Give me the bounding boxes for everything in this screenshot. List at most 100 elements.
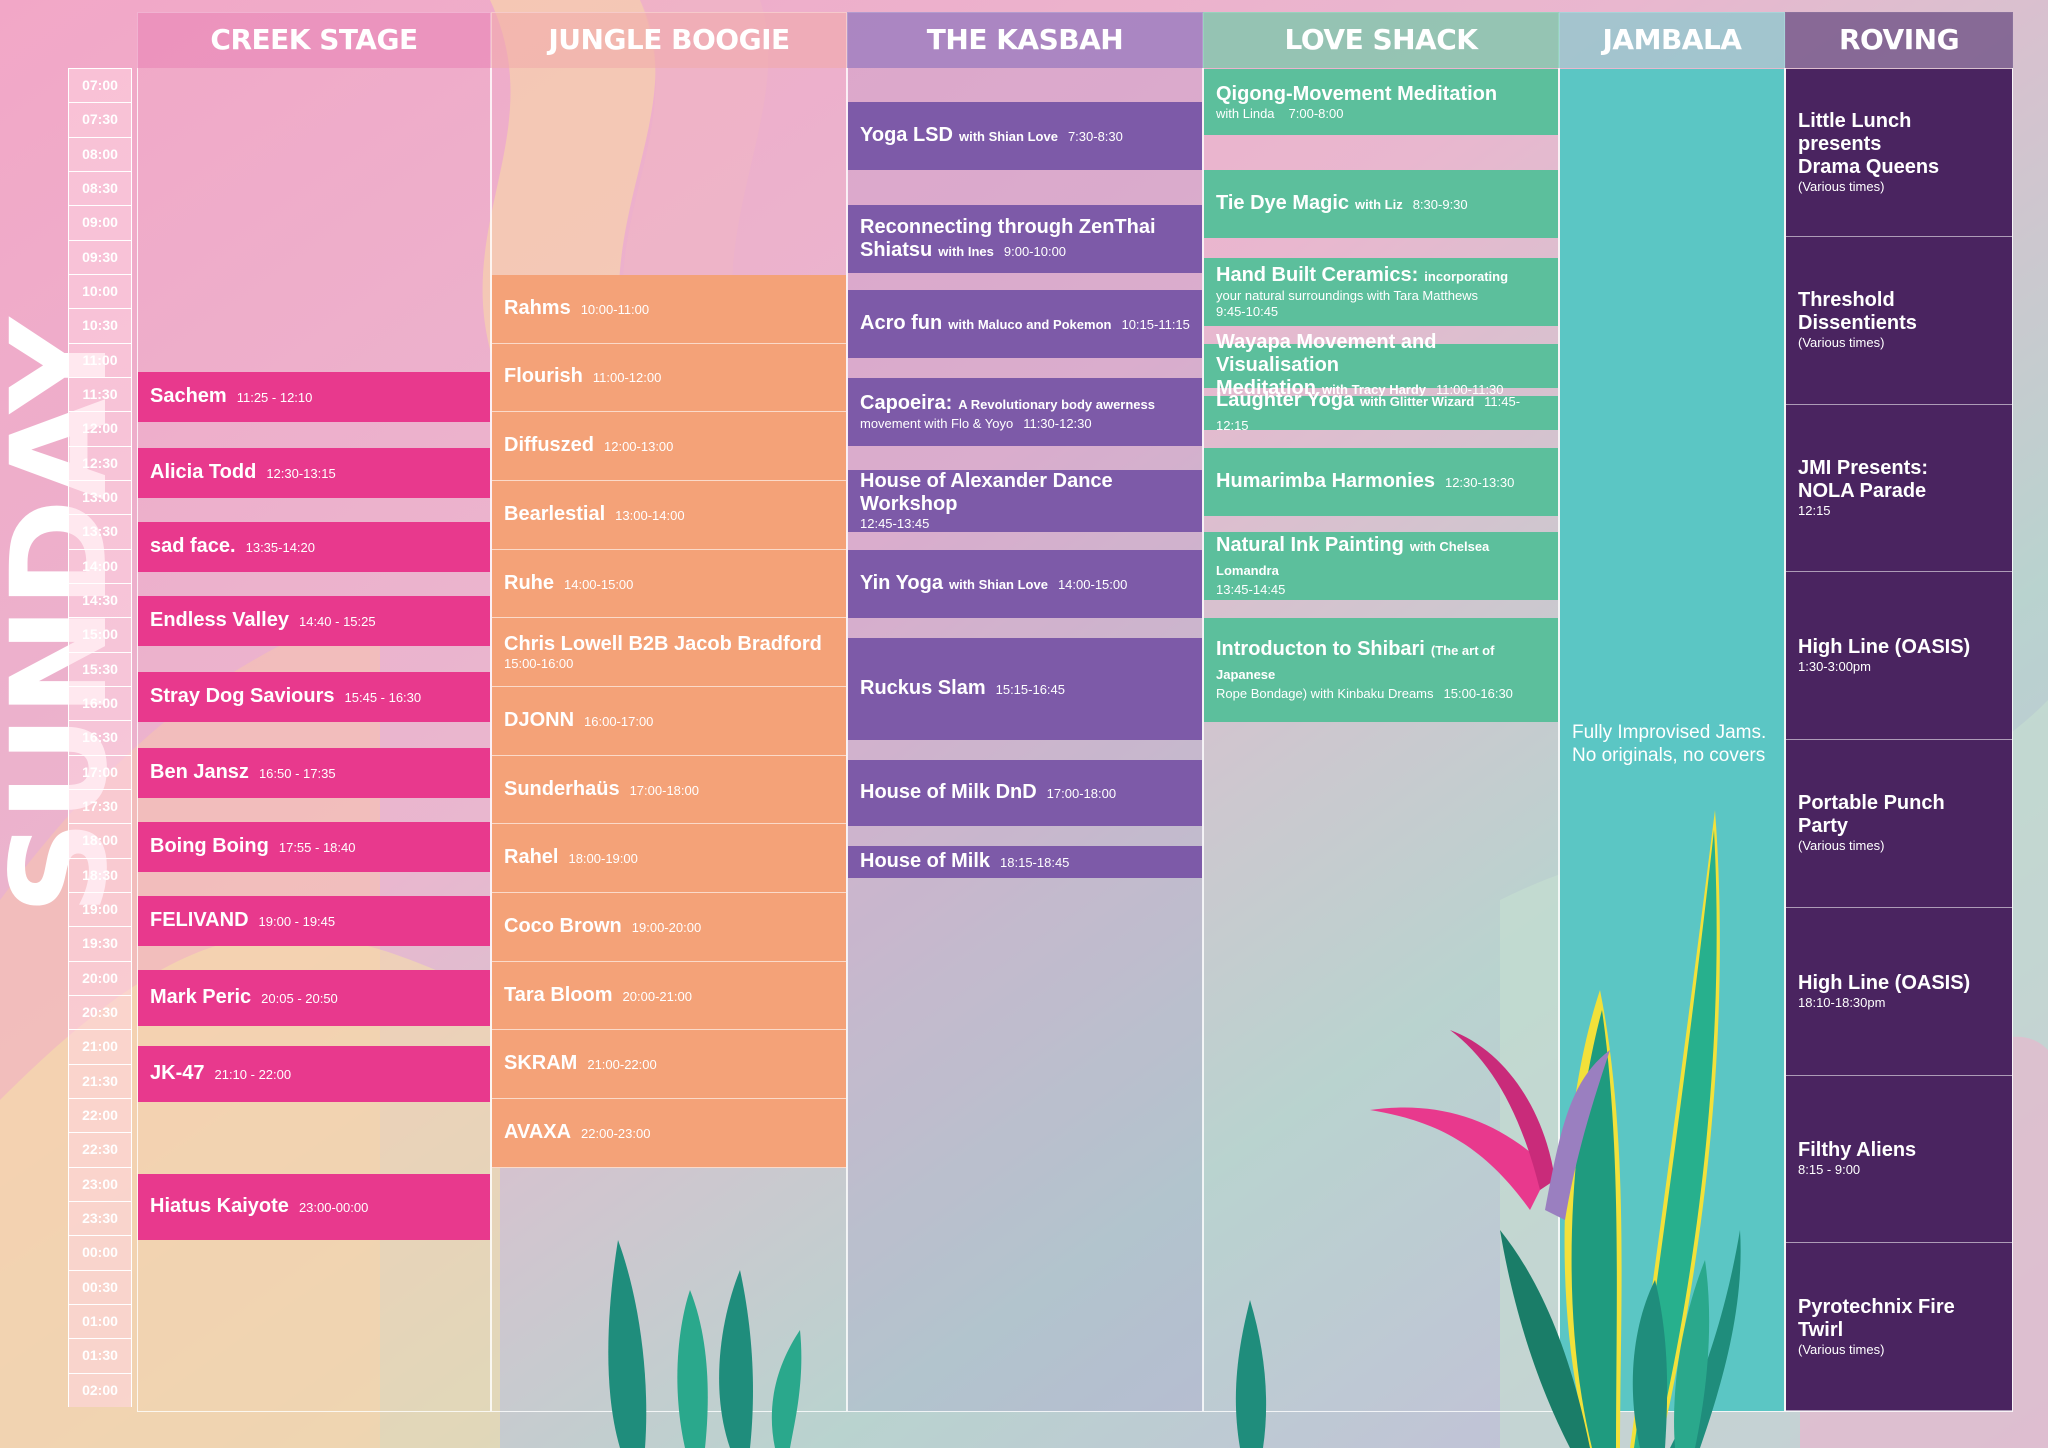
jungle-event[interactable]: Flourish 11:00-12:00 — [492, 343, 846, 413]
roving-event[interactable]: JMI Presents: NOLA Parade 12:15 — [1786, 404, 2012, 573]
event-name-2: Shiatsu — [860, 238, 933, 261]
kasbah-event[interactable]: House of Milk DnD 17:00-18:00 — [848, 760, 1202, 826]
time-label: 11:00 — [68, 342, 132, 377]
creek-event[interactable]: Sachem 11:25 - 12:10 — [138, 372, 490, 422]
event-with: with Shian Love — [948, 577, 1048, 592]
love-event[interactable]: Wayapa Movement and Visualisation Meditat… — [1204, 331, 1558, 399]
jungle-event[interactable]: Ruhe 14:00-15:00 — [492, 549, 846, 619]
event-line2: 13:45-14:45 — [1216, 582, 1546, 598]
event-time: 17:00-18:00 — [629, 782, 699, 798]
time-label: 17:00 — [68, 754, 132, 789]
jungle-event[interactable]: Chris Lowell B2B Jacob Bradford 15:00-16:… — [492, 618, 846, 687]
creek-event[interactable]: Endless Valley 14:40 - 15:25 — [138, 596, 490, 646]
jungle-event[interactable]: SKRAM 21:00-22:00 — [492, 1030, 846, 1100]
love-event[interactable]: Introducton to Shibari (The art of Japane… — [1204, 618, 1558, 722]
event-name: sad face. — [150, 535, 236, 557]
event-sub: (Various times) — [1798, 335, 1885, 351]
creek-event[interactable]: JK-47 21:10 - 22:00 — [138, 1046, 490, 1102]
love-event[interactable]: Tie Dye Magic with Liz 8:30-9:30 — [1204, 170, 1558, 238]
roving-event[interactable]: Little Lunch presents Drama Queens (Variou… — [1786, 69, 2012, 237]
creek-event[interactable]: sad face. 13:35-14:20 — [138, 522, 490, 572]
jungle-event[interactable]: Diffuszed 12:00-13:00 — [492, 412, 846, 481]
event-title-line: Shiatsu with Ines 9:00-10:00 — [860, 239, 1190, 263]
jungle-event[interactable]: Coco Brown 19:00-20:00 — [492, 893, 846, 962]
event-name: Rahel — [504, 846, 559, 869]
creek-event[interactable]: Ben Jansz 16:50 - 17:35 — [138, 748, 490, 798]
event-title-line: Boing Boing 17:55 - 18:40 — [150, 835, 478, 859]
plant-illustration-far — [1632, 1260, 1710, 1448]
event-time: 15:00-16:30 — [1443, 686, 1513, 701]
event-line2: your natural surroundings with Tara Matt… — [1216, 288, 1546, 304]
kasbah-event[interactable]: House of Milk 18:15-18:45 — [848, 846, 1202, 878]
jungle-event[interactable]: Sunderhaüs 17:00-18:00 — [492, 755, 846, 825]
kasbah-event[interactable]: Ruckus Slam 15:15-16:45 — [848, 638, 1202, 740]
creek-event[interactable]: Alicia Todd 12:30-13:15 — [138, 448, 490, 498]
time-label: 19:00 — [68, 891, 132, 927]
creek-event[interactable]: Mark Peric 20:05 - 20:50 — [138, 970, 490, 1026]
event-name: Sunderhaüs — [504, 777, 620, 800]
time-label: 14:00 — [68, 548, 132, 583]
event-name: AVAXA — [504, 1120, 572, 1143]
event-name: Portable Punch Party — [1798, 792, 1945, 838]
love-event[interactable]: Natural Ink Painting with Chelsea Lomandr… — [1204, 532, 1558, 600]
event-with: with Maluco and Pokemon — [948, 317, 1112, 332]
event-time: 19:00-20:00 — [631, 919, 702, 935]
time-label: 16:00 — [68, 685, 132, 721]
event-time: 7:00-8:00 — [1288, 105, 1344, 121]
love-event[interactable]: Hand Built Ceramics: incorporating your na… — [1204, 258, 1558, 326]
jungle-event[interactable]: Rahel 18:00-19:00 — [492, 824, 846, 894]
roving-event[interactable]: Filthy Aliens 8:15 - 9:00 — [1786, 1075, 2012, 1244]
time-label: 22:00 — [68, 1097, 132, 1133]
roving-event[interactable]: Threshold Dissentients (Various times) — [1786, 236, 2012, 405]
event-time: 16:50 - 17:35 — [258, 766, 336, 781]
time-label: 20:30 — [68, 994, 132, 1030]
jungle-event[interactable]: AVAXA 22:00-23:00 — [492, 1099, 846, 1168]
time-label: 16:30 — [68, 720, 132, 755]
creek-event[interactable]: Boing Boing 17:55 - 18:40 — [138, 822, 490, 872]
event-title-line: Diffuszed 12:00-13:00 — [504, 434, 834, 458]
event-time: 11:45-12:15 — [1216, 394, 1521, 433]
event-title-line: Yoga LSD with Shian Love 7:30-8:30 — [860, 124, 1190, 148]
event-name: Ben Jansz — [150, 761, 249, 783]
event-line2-text: movement with Flo & Yoyo — [860, 416, 1014, 431]
kasbah-event[interactable]: Reconnecting through ZenThai Shiatsu with … — [848, 205, 1202, 273]
time-label: 14:30 — [68, 582, 132, 618]
jungle-event[interactable]: DJONN 16:00-17:00 — [492, 687, 846, 756]
event-name: Boing Boing — [150, 835, 269, 857]
jungle-event[interactable]: Tara Bloom 20:00-21:00 — [492, 961, 846, 1031]
event-title-line: House of Milk 18:15-18:45 — [860, 850, 1190, 874]
event-time: 10:15-11:15 — [1121, 317, 1190, 332]
love-event[interactable]: Laughter Yoga with Glitter Wizard 11:45-12… — [1204, 389, 1558, 433]
jungle-event[interactable]: Bearlestial 13:00-14:00 — [492, 481, 846, 550]
creek-event[interactable]: FELIVAND 19:00 - 19:45 — [138, 896, 490, 946]
event-title-line: sad face. 13:35-14:20 — [150, 535, 478, 559]
kasbah-event[interactable]: Acro fun with Maluco and Pokemon 10:15-11:… — [848, 290, 1202, 358]
event-name: Filthy Aliens — [1798, 1139, 1917, 1162]
event-name: JMI Presents: — [1798, 456, 1929, 479]
event-name-2: Meditation — [1216, 377, 1316, 399]
kasbah-event[interactable]: House of Alexander Dance Workshop 12:45-1… — [848, 470, 1202, 532]
event-with: with Chelsea Lomandra — [1216, 539, 1490, 578]
roving-event[interactable]: Pyrotechnix Fire Twirl (Various times) — [1786, 1243, 2012, 1411]
roving-event[interactable]: High Line (OASIS) 1:30-3:00pm — [1786, 572, 2012, 740]
creek-event[interactable]: Hiatus Kaiyote 23:00-00:00 — [138, 1174, 490, 1240]
event-title-line: Mark Peric 20:05 - 20:50 — [150, 986, 478, 1010]
roving-event[interactable]: Portable Punch Party (Various times) — [1786, 740, 2012, 908]
love-event[interactable]: Humarimba Harmonies 12:30-13:30 — [1204, 448, 1558, 516]
event-time: 16:00-17:00 — [584, 713, 654, 729]
event-sub: 18:10-18:30pm — [1798, 994, 1886, 1010]
event-with: with Ines — [938, 243, 994, 259]
creek-event[interactable]: Stray Dog Saviours 15:45 - 16:30 — [138, 672, 490, 722]
love-event[interactable]: Qigong-Movement Meditation with Linda 7:00… — [1204, 69, 1558, 135]
kasbah-event[interactable]: Yin Yoga with Shian Love 14:00-15:00 — [848, 550, 1202, 618]
roving-event[interactable]: High Line (OASIS) 18:10-18:30pm — [1786, 907, 2012, 1076]
event-sub: (Various times) — [1798, 1341, 1885, 1357]
event-time: 13:35-14:20 — [245, 540, 316, 555]
jungle-event[interactable]: Rahms 10:00-11:00 — [492, 275, 846, 344]
time-label: 09:30 — [68, 239, 132, 274]
kasbah-event[interactable]: Yoga LSD with Shian Love 7:30-8:30 — [848, 102, 1202, 170]
header-roving: ROVING — [1785, 12, 2013, 68]
event-name: High Line (OASIS) — [1798, 636, 1971, 659]
time-label: 10:00 — [68, 273, 132, 309]
kasbah-event[interactable]: Capoeira: A Revolutionary body awerness mo… — [848, 378, 1202, 446]
